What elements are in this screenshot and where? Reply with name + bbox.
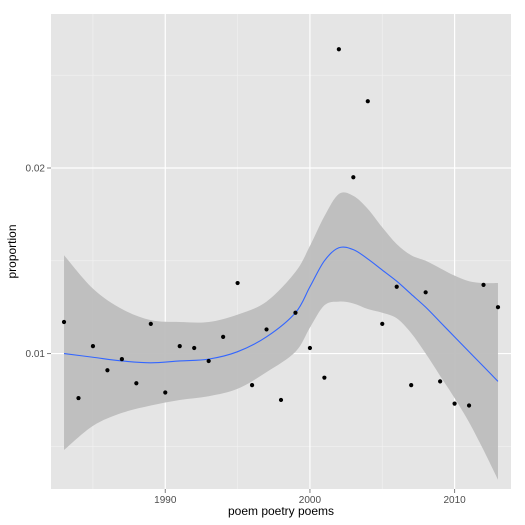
confidence-band <box>64 192 498 480</box>
confidence-band-area <box>64 192 498 480</box>
x-tick-label: 2000 <box>299 495 322 506</box>
data-point <box>452 401 457 406</box>
data-point <box>192 345 197 351</box>
data-point <box>365 99 370 104</box>
data-point <box>105 368 110 373</box>
smooth-line <box>63 246 499 382</box>
data-point <box>466 403 472 408</box>
x-tick-label: 1990 <box>154 495 177 506</box>
data-point <box>76 395 81 401</box>
data-point <box>249 382 255 388</box>
data-point <box>438 379 443 384</box>
data-points <box>61 47 501 408</box>
data-point <box>322 375 327 380</box>
data-point <box>90 344 96 349</box>
data-point <box>163 390 168 395</box>
data-point <box>278 397 284 403</box>
data-point <box>61 319 67 325</box>
data-point <box>206 358 211 364</box>
plot-panel <box>51 14 511 489</box>
data-point <box>495 305 501 310</box>
y-tick-label: 0.01 <box>26 349 46 360</box>
axis-ticks: 1990 2000 2010 0.01 0.02 <box>26 164 467 506</box>
data-point <box>409 382 414 388</box>
data-point <box>177 344 182 349</box>
data-point <box>380 321 385 326</box>
data-point <box>481 282 486 287</box>
x-tick-label: 2010 <box>443 495 466 506</box>
y-tick-label: 0.02 <box>26 164 46 175</box>
data-point <box>235 280 240 286</box>
y-axis-title: proportion <box>5 224 19 278</box>
data-point <box>134 381 139 386</box>
data-point <box>119 357 124 362</box>
data-point <box>293 310 298 315</box>
data-point <box>221 334 226 339</box>
smooth-line-path <box>63 246 499 382</box>
data-point <box>307 345 313 351</box>
data-point <box>351 175 356 180</box>
data-point <box>148 321 153 326</box>
data-point <box>423 290 428 295</box>
x-axis-title: poem poetry poems <box>228 504 334 518</box>
data-point <box>264 327 269 332</box>
data-point <box>336 47 341 52</box>
data-point <box>394 284 399 289</box>
